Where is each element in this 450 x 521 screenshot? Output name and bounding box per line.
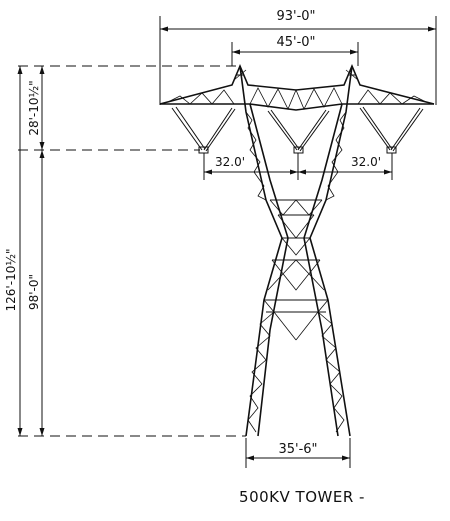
dim-base-width: 35'-6" xyxy=(245,438,351,468)
dim-peak-spacing: 45'-0" xyxy=(231,35,359,66)
overall-width-label: 93'-0" xyxy=(276,9,315,24)
drawing-caption: 500KV TOWER - xyxy=(239,488,365,506)
insulator-strings xyxy=(171,106,424,154)
left-phase-spacing-label: 32.0' xyxy=(215,155,245,169)
base-width-label: 35'-6" xyxy=(278,442,317,457)
right-phase-spacing-label: 32.0' xyxy=(351,155,381,169)
total-height-label: 126'-10½" xyxy=(4,249,18,312)
dim-overall-width: 93'-0" xyxy=(159,9,437,105)
dim-phase-spacing: 32.0' 32.0' xyxy=(203,153,393,180)
peak-spacing-label: 45'-0" xyxy=(276,35,315,50)
crossarm xyxy=(159,63,435,111)
dim-top-section: 28'-10½" xyxy=(27,66,45,150)
top-section-label: 28'-10½" xyxy=(27,80,41,135)
conductor-height-label: 98'-0" xyxy=(27,274,41,310)
dim-total-height: 126'-10½" xyxy=(4,66,23,436)
tower-body xyxy=(239,65,353,437)
dim-conductor-height: 98'-0" xyxy=(27,150,45,436)
